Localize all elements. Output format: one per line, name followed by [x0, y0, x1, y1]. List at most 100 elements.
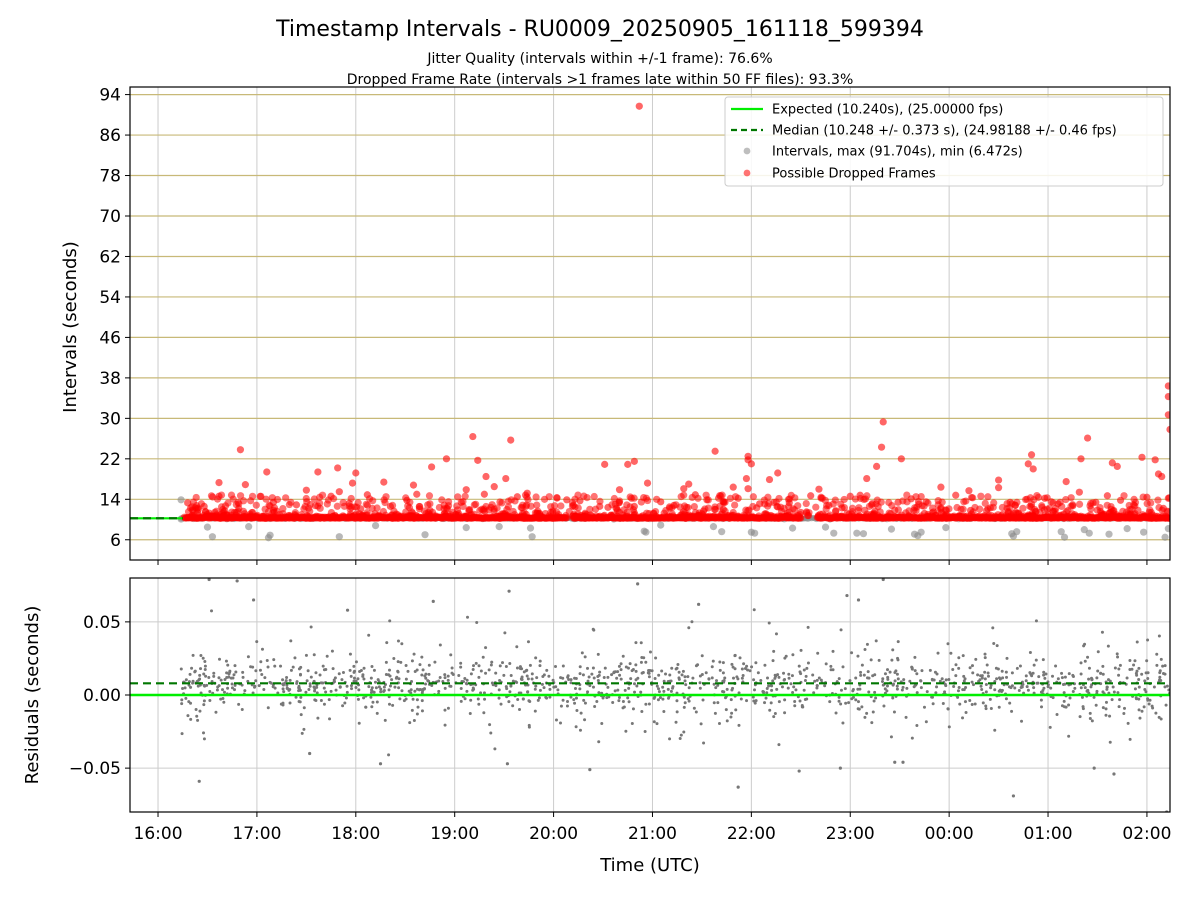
residual-point [254, 669, 258, 673]
legend-entry-label: Intervals, max (91.704s), min (6.472s) [772, 145, 1023, 160]
dropped-frame-point [184, 499, 192, 507]
dropped-frame-point [424, 501, 432, 509]
residual-point [893, 671, 897, 675]
residuals-plot: 16:00 17:00 18:00 19:00 20:00 21:00 22:00 23:00… [69, 577, 1171, 844]
residual-point [1137, 708, 1141, 712]
dropped-frame-point [576, 497, 584, 505]
residual-point [798, 699, 802, 703]
residual-point [392, 656, 396, 660]
residual-point [723, 676, 727, 680]
x-tick-label: 19:00 [430, 824, 479, 844]
residual-point [319, 681, 323, 685]
residual-point [1164, 703, 1168, 707]
dropped-frame-point [236, 492, 245, 500]
dropped-frame-point [937, 483, 945, 491]
dropped-frame-point [821, 496, 829, 504]
dropped-frame-point [1075, 500, 1084, 508]
dropped-frame-point [571, 512, 579, 520]
residual-point [528, 663, 532, 667]
residual-point [771, 679, 775, 683]
residual-point [533, 687, 537, 691]
residual-point [516, 698, 520, 702]
residual-point [1011, 794, 1016, 798]
dropped-frame-point [931, 511, 940, 519]
residual-point [935, 685, 939, 689]
residual-point [962, 674, 966, 678]
dropped-frame-point [331, 511, 339, 520]
residual-point [612, 670, 616, 674]
residual-point [559, 704, 563, 708]
residual-point [558, 721, 562, 725]
dropped-frame-point [497, 510, 505, 518]
residual-point [885, 689, 889, 693]
residual-point [343, 701, 347, 705]
residual-point [449, 684, 453, 688]
residual-point [328, 717, 332, 721]
interval-point [718, 528, 726, 536]
dropped-frame-point [574, 491, 582, 499]
residual-point [226, 663, 230, 667]
residual-point [754, 661, 758, 665]
dropped-frame-point [215, 479, 223, 487]
residual-point [225, 671, 229, 675]
residual-point [869, 658, 873, 662]
residual-point [644, 702, 648, 706]
residual-point [484, 646, 488, 650]
residual-point [1150, 704, 1154, 708]
residual-point [1051, 696, 1055, 700]
residual-point [1079, 672, 1083, 676]
dropped-frame-point [1140, 512, 1148, 520]
residual-point [730, 662, 734, 666]
residual-point [504, 665, 508, 669]
dropped-frame-point [1143, 493, 1151, 501]
residual-point [1117, 673, 1121, 677]
dropped-frame-point [601, 460, 609, 468]
interval-point [462, 524, 470, 532]
residual-point [202, 683, 206, 687]
residual-point [823, 684, 827, 688]
residual-point [656, 698, 660, 702]
legend-intervals-swatch [743, 147, 751, 155]
dropped-frame-point [669, 512, 677, 520]
dropped-frame-point [282, 494, 290, 502]
dropped-frame-point [729, 511, 737, 519]
residual-point [1085, 689, 1089, 693]
dropped-frame-point [1049, 507, 1057, 516]
residual-point [1044, 672, 1048, 676]
residual-point [892, 710, 896, 714]
residual-point [660, 669, 664, 673]
residual-point [793, 704, 797, 708]
residual-point [308, 751, 312, 756]
residual-point [198, 709, 202, 713]
dropped-frame-point [637, 498, 645, 506]
legend: Expected (10.240s), (25.00000 fps) Median… [724, 96, 1164, 187]
dropped-frame-point [285, 512, 293, 520]
top-y-tick-label: 30 [99, 409, 121, 429]
x-tick-label: 02:00 [1122, 824, 1171, 844]
residual-point [770, 688, 774, 692]
residual-point [984, 682, 988, 686]
residual-point [664, 672, 668, 676]
residual-point [573, 701, 577, 705]
residual-point [805, 666, 809, 670]
dropped-frame-point [333, 502, 341, 510]
residual-point [619, 662, 623, 666]
residual-point [658, 696, 662, 700]
residual-point [804, 674, 808, 678]
residual-point [1041, 658, 1045, 662]
residual-point [690, 620, 694, 624]
dropped-frame-point [699, 507, 708, 515]
residual-point [895, 684, 899, 688]
dropped-frame-point [826, 511, 834, 519]
residual-point [507, 589, 511, 593]
residual-point [998, 677, 1002, 681]
residual-point [596, 652, 600, 656]
residual-point [865, 711, 869, 715]
dropped-frame-point [583, 494, 591, 502]
dropped-frame-point [884, 512, 892, 520]
residual-point [824, 662, 828, 666]
residual-point [477, 675, 481, 679]
residual-point [446, 706, 450, 710]
residual-point [860, 663, 864, 667]
residual-point [501, 661, 505, 665]
